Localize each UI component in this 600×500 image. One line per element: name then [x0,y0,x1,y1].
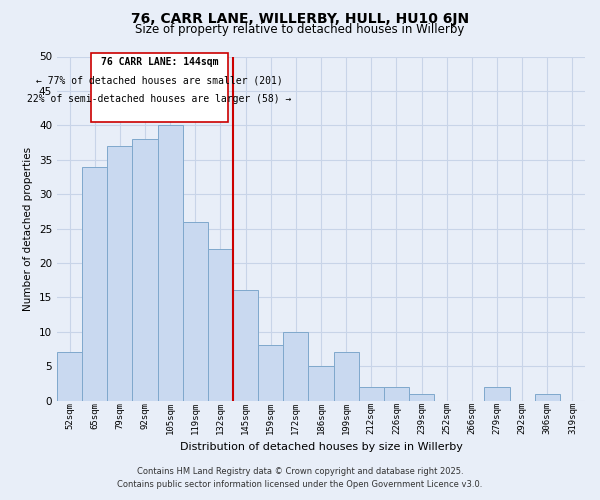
Text: Size of property relative to detached houses in Willerby: Size of property relative to detached ho… [136,22,464,36]
Bar [233,290,258,401]
Bar [535,394,560,400]
Bar [182,222,208,400]
Bar [484,387,509,400]
Bar [82,166,107,400]
Text: 76, CARR LANE, WILLERBY, HULL, HU10 6JN: 76, CARR LANE, WILLERBY, HULL, HU10 6JN [131,12,469,26]
Bar [384,387,409,400]
Bar [208,249,233,400]
Text: ← 77% of detached houses are smaller (201): ← 77% of detached houses are smaller (20… [36,76,283,86]
Bar [107,146,133,401]
Bar [308,366,334,400]
Bar [158,126,182,400]
Text: 76 CARR LANE: 144sqm: 76 CARR LANE: 144sqm [101,57,218,67]
FancyBboxPatch shape [91,53,228,122]
X-axis label: Distribution of detached houses by size in Willerby: Distribution of detached houses by size … [179,442,463,452]
Bar [57,352,82,401]
Bar [359,387,384,400]
Bar [133,139,158,400]
Text: Contains HM Land Registry data © Crown copyright and database right 2025.
Contai: Contains HM Land Registry data © Crown c… [118,468,482,489]
Bar [258,346,283,401]
Y-axis label: Number of detached properties: Number of detached properties [23,146,33,310]
Bar [283,332,308,400]
Text: 22% of semi-detached houses are larger (58) →: 22% of semi-detached houses are larger (… [27,94,292,104]
Bar [409,394,434,400]
Bar [334,352,359,401]
